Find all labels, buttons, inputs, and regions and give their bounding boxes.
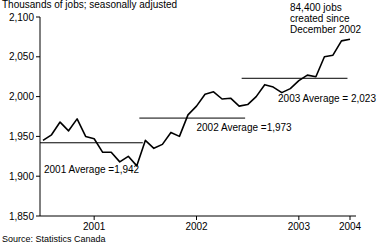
y-tick (36, 96, 40, 97)
average-line (139, 118, 245, 119)
average-line (40, 142, 143, 143)
average-label: 2003 Average = 2,023 (278, 93, 376, 104)
y-tick (36, 56, 40, 57)
x-tick-label: 2004 (339, 221, 362, 232)
annotation: created since (290, 13, 350, 24)
y-axis (40, 17, 41, 216)
y-tick-label: 2,000 (9, 91, 34, 102)
y-tick-label: 1,900 (9, 171, 34, 182)
y-tick (36, 17, 40, 18)
chart: Thousands of jobs; seasonally adjusted 1,… (0, 0, 380, 245)
y-tick (36, 136, 40, 137)
y-tick-label: 1,950 (9, 131, 34, 142)
y-axis-title: Thousands of jobs; seasonally adjusted (2, 0, 177, 10)
y-tick-label: 2,050 (9, 51, 34, 62)
y-tick (36, 216, 40, 217)
x-tick (94, 216, 95, 220)
x-tick-label: 2001 (83, 221, 106, 232)
y-tick (36, 176, 40, 177)
average-label: 2001 Average =1,942 (44, 164, 140, 175)
x-tick (298, 216, 299, 220)
annotation: December 2002 (290, 24, 362, 35)
y-tick-label: 1,850 (9, 211, 34, 222)
x-tick-label: 2003 (288, 221, 311, 232)
x-tick-label: 2002 (185, 221, 208, 232)
x-tick (350, 216, 351, 220)
average-line (242, 78, 348, 79)
average-label: 2002 Average =1,973 (197, 122, 293, 133)
x-axis (40, 216, 356, 217)
x-tick (196, 216, 197, 220)
annotation: 84,400 jobs (290, 2, 342, 13)
source: Source: Statistics Canada (2, 234, 106, 244)
y-tick-label: 2,100 (9, 12, 34, 23)
